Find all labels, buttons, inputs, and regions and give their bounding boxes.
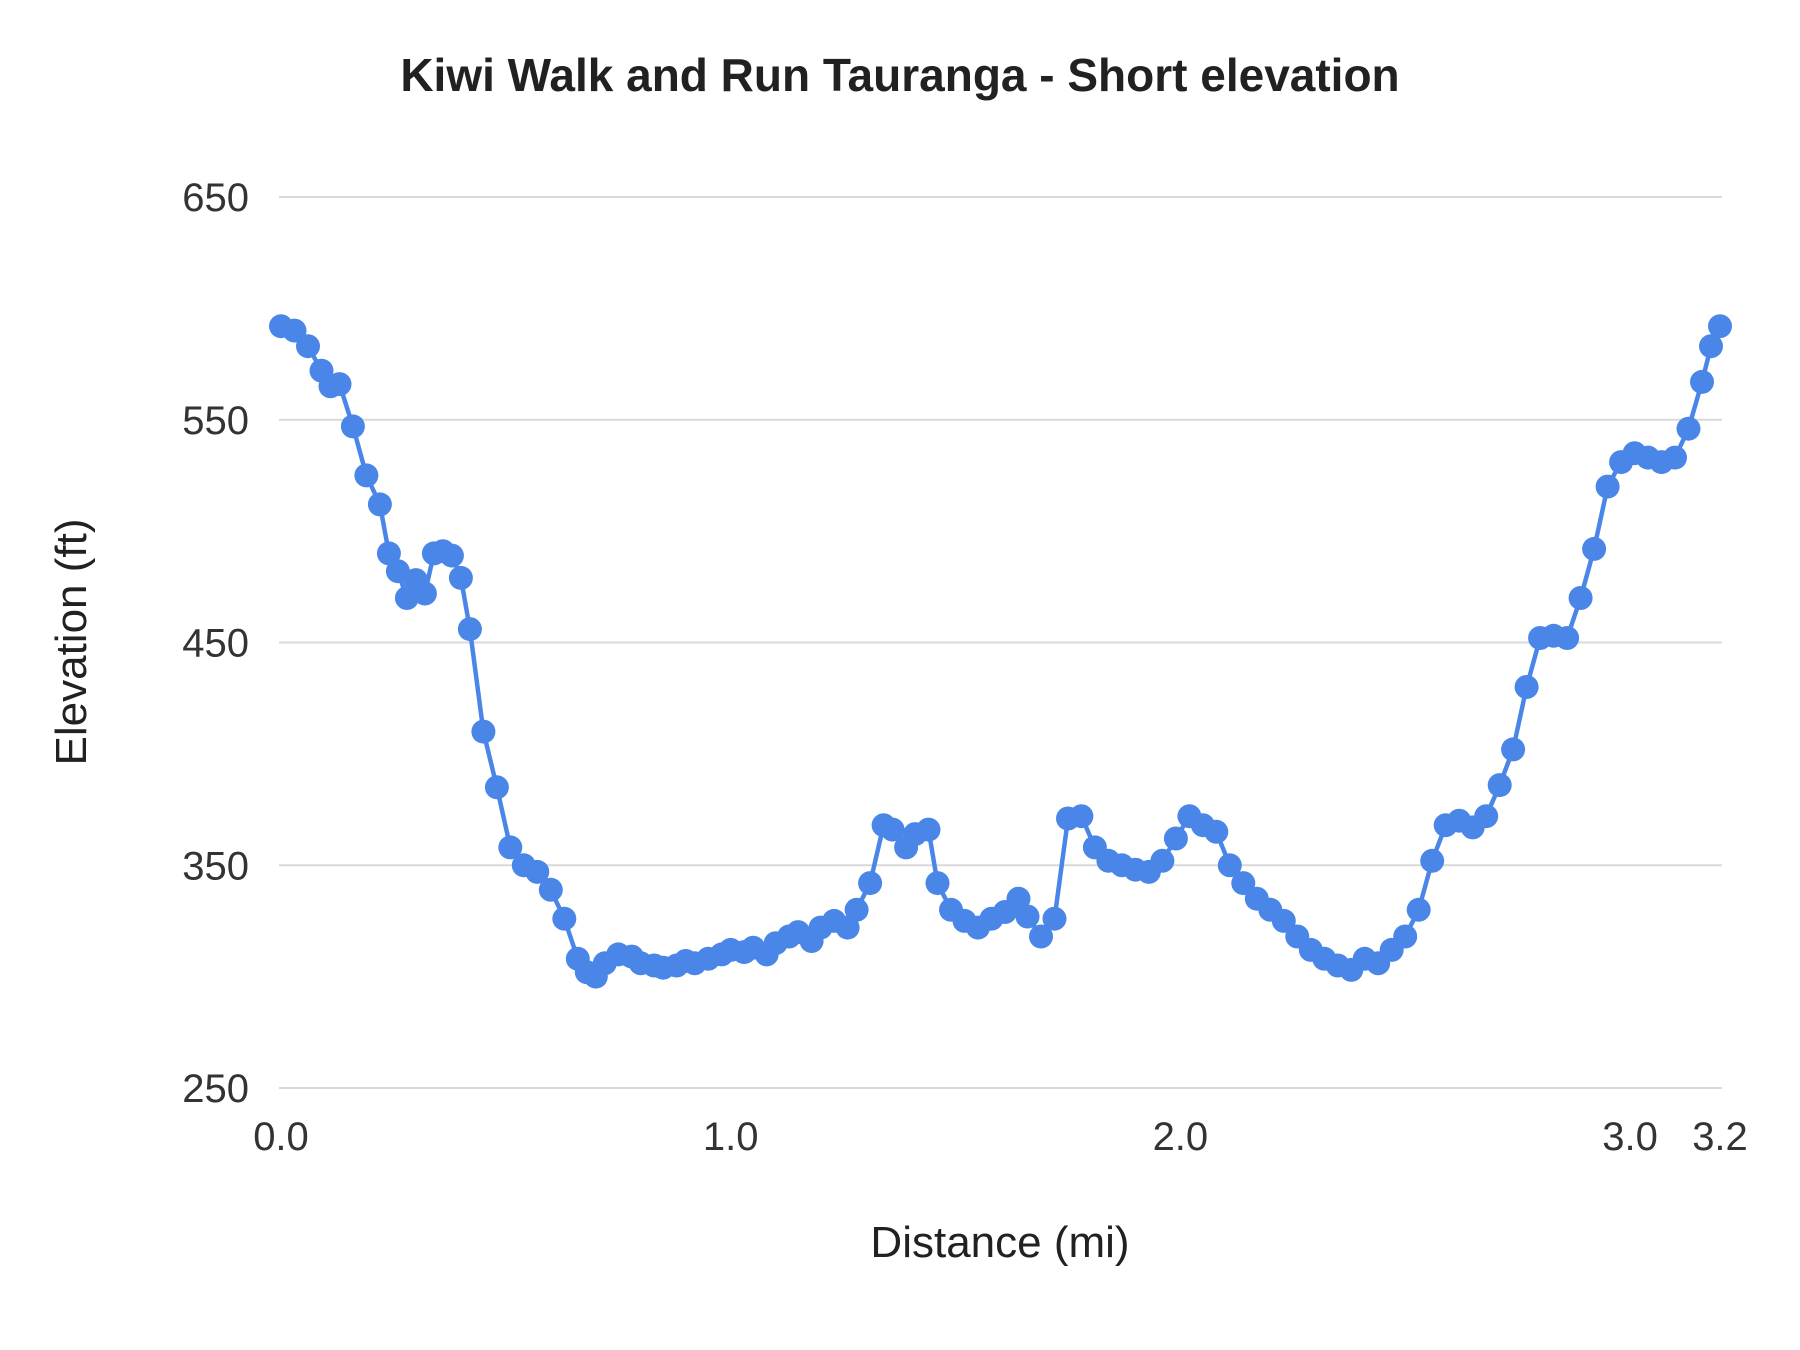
data-point-marker <box>282 318 307 343</box>
data-point-marker <box>1042 906 1067 931</box>
data-point-marker <box>1676 416 1701 441</box>
data-point-marker <box>538 877 563 902</box>
data-point-marker <box>367 492 392 517</box>
data-point-marker <box>835 915 860 940</box>
x-tick-label: 2.0 <box>1153 1115 1209 1159</box>
data-point-marker <box>880 817 905 842</box>
y-tick-label: 250 <box>182 1067 249 1111</box>
data-point-marker <box>385 559 410 584</box>
data-point-marker <box>525 859 550 884</box>
x-axis-title: Distance (mi) <box>870 1218 1130 1267</box>
data-point-marker <box>552 906 577 931</box>
data-point-marker <box>1663 445 1687 470</box>
data-point-marker <box>439 543 464 568</box>
elevation-series-line <box>278 323 1723 979</box>
data-point-marker <box>1501 737 1526 762</box>
elevation-line <box>278 323 1723 979</box>
data-point-marker <box>327 372 352 397</box>
data-point-marker <box>394 586 419 610</box>
chart-title: Kiwi Walk and Run Tauranga - Short eleva… <box>400 49 1400 101</box>
x-tick-label: 3.2 <box>1692 1115 1748 1159</box>
x-axis-tick-labels: 0.0 1.0 2.0 3.0 3.2 <box>253 1115 1748 1159</box>
data-point-marker <box>1690 369 1714 394</box>
data-point-marker <box>448 565 473 590</box>
data-point-marker <box>484 775 509 800</box>
data-point-marker <box>1406 897 1431 922</box>
data-point-marker <box>296 334 320 359</box>
data-point-marker <box>844 897 869 922</box>
y-tick-label: 650 <box>182 176 249 220</box>
data-point-marker <box>858 871 883 896</box>
data-point-marker <box>1163 826 1188 851</box>
data-point-marker <box>1487 773 1512 798</box>
data-point-marker <box>457 617 482 642</box>
y-tick-label: 450 <box>182 622 249 666</box>
data-point-marker <box>1231 871 1256 896</box>
data-point-marker <box>1699 334 1723 359</box>
y-axis-tick-labels: 250 350 450 550 650 <box>182 176 249 1111</box>
data-point-marker <box>1006 886 1031 911</box>
data-point-marker <box>1568 586 1593 610</box>
gridlines <box>279 196 1722 1089</box>
data-point-marker <box>1420 848 1445 873</box>
data-point-marker <box>1015 904 1040 929</box>
data-point-marker <box>1582 536 1607 561</box>
data-point-marker <box>1150 848 1175 873</box>
data-point-marker <box>1555 626 1580 650</box>
elevation-series-markers <box>269 314 1732 989</box>
y-tick-label: 350 <box>182 844 249 888</box>
data-point-marker <box>1069 804 1094 829</box>
data-point-marker <box>1595 474 1620 499</box>
data-point-marker <box>1514 675 1539 699</box>
data-point-marker <box>1474 804 1499 829</box>
data-point-marker <box>1029 924 1053 949</box>
data-point-marker <box>376 541 401 566</box>
x-tick-label: 0.0 <box>253 1115 309 1159</box>
data-point-marker <box>1708 314 1732 339</box>
data-point-marker <box>1217 853 1242 878</box>
x-tick-label: 3.0 <box>1602 1115 1658 1159</box>
data-point-marker <box>412 581 437 606</box>
data-point-marker <box>471 719 496 744</box>
data-point-marker <box>340 414 365 439</box>
data-point-marker <box>1204 819 1229 844</box>
data-point-marker <box>1271 908 1296 933</box>
data-point-marker <box>354 463 379 488</box>
data-point-marker <box>925 871 950 896</box>
data-point-marker <box>916 817 941 842</box>
y-tick-label: 550 <box>182 399 249 443</box>
x-tick-label: 1.0 <box>703 1115 759 1159</box>
data-point-marker <box>498 835 523 860</box>
data-point-marker <box>1393 924 1418 949</box>
